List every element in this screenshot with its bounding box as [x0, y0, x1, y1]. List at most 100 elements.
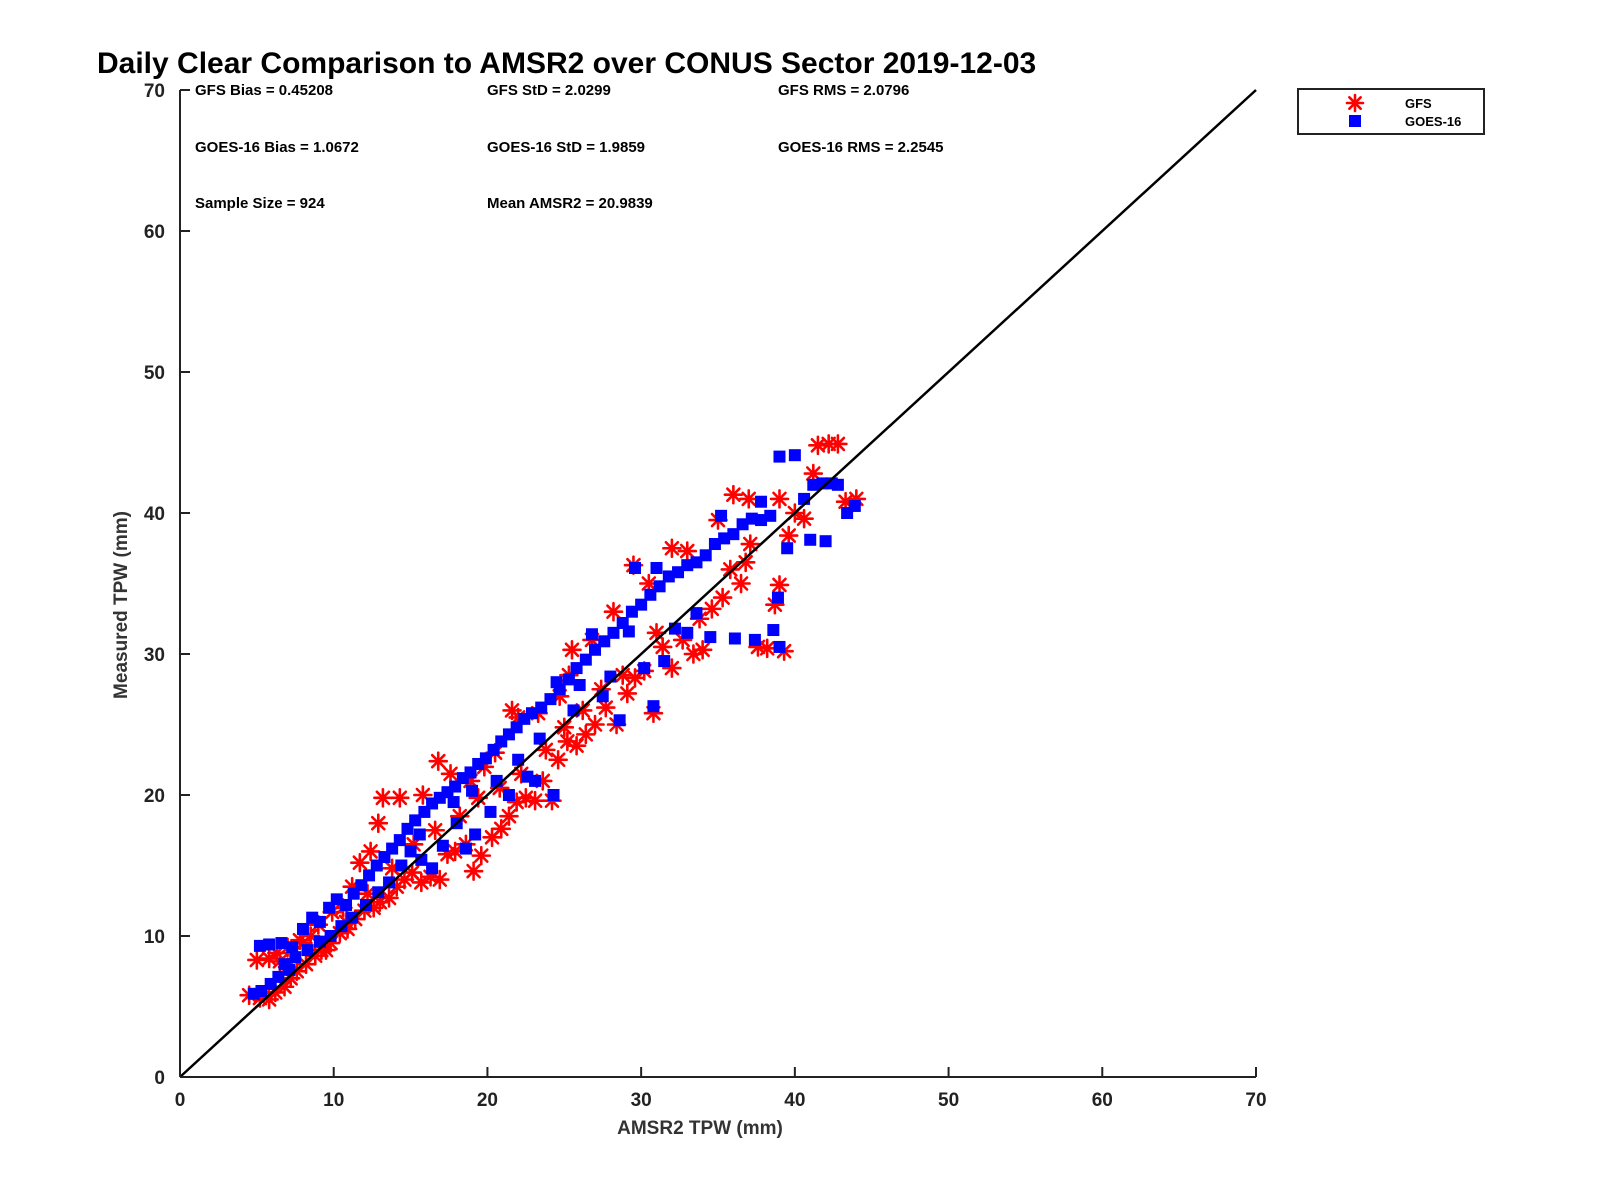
goes16-point [272, 970, 285, 983]
y-tick-label: 60 [144, 222, 165, 243]
goes16-point [395, 859, 408, 872]
goes16-point [718, 532, 731, 545]
goes16-point [771, 591, 784, 604]
goes16-point [662, 570, 675, 583]
goes16-point [767, 624, 780, 637]
x-tick-label: 20 [477, 1090, 498, 1111]
gfs-point [778, 525, 799, 546]
plot-area [179, 89, 1257, 1078]
gfs-point [360, 841, 381, 862]
goes16-point [764, 509, 777, 522]
goes16-point [533, 732, 546, 745]
goes16-point [330, 893, 343, 906]
gfs-point [440, 764, 461, 784]
goes16-point [535, 701, 548, 714]
x-ticks: 0 10 20 30 40 50 60 70 [175, 1067, 1267, 1111]
goes16-point [699, 549, 712, 562]
gfs-point [482, 827, 502, 848]
gfs-point [499, 806, 519, 826]
goes16-point [781, 542, 794, 555]
goes16-point [728, 632, 741, 645]
goes16-point [383, 876, 396, 889]
goes16-point [745, 512, 758, 525]
gfs-point [794, 508, 814, 529]
goes16-point [393, 834, 406, 847]
stat-annotation: GFS RMS = 2.0796 [778, 82, 909, 99]
goes16-point [848, 499, 861, 512]
goes16-point [807, 478, 820, 491]
gfs-point [769, 575, 790, 595]
goes16-point [585, 628, 598, 641]
goes16-point [658, 655, 671, 668]
stat-annotation: Sample Size = 924 [195, 195, 325, 212]
goes16-point [275, 937, 288, 950]
gfs-point [525, 790, 545, 811]
one-to-one-line [179, 89, 1257, 1078]
goes16-point [313, 915, 326, 928]
goes16-point [447, 796, 460, 809]
gfs-point [425, 820, 445, 841]
stat-annotation: GOES-16 StD = 1.9859 [487, 139, 645, 156]
goes16-point [372, 886, 385, 899]
gfs-point [769, 489, 790, 509]
y-tick-label: 20 [144, 786, 165, 807]
goes16-point [788, 449, 801, 462]
gfs-point [350, 852, 370, 873]
goes16-point [301, 944, 314, 957]
x-axis-label: AMSR2 TPW (mm) [617, 1118, 783, 1139]
x-tick-label: 30 [631, 1090, 652, 1111]
goes16-point [459, 842, 472, 855]
goes16-point [804, 533, 817, 546]
gfs-point [738, 489, 759, 509]
goes16-point [727, 528, 740, 541]
gfs-point [652, 637, 673, 657]
goes16-point [672, 566, 685, 579]
goes16-point [324, 930, 337, 942]
y-tick-label: 0 [154, 1068, 165, 1089]
goes16-point [404, 845, 417, 858]
goes16-point [436, 839, 449, 852]
goes16-point [690, 556, 703, 569]
goes16-point [340, 898, 353, 911]
goes16-point [589, 643, 602, 656]
gfs-point [712, 587, 733, 608]
goes16-point [355, 879, 368, 892]
gfs-point [491, 819, 512, 839]
gfs-point [463, 861, 484, 881]
legend-goes16-label: GOES-16 [1405, 114, 1461, 129]
goes16-point [748, 633, 761, 646]
goes16-point [653, 580, 666, 593]
gfs-point [471, 845, 492, 866]
goes16-point [704, 631, 717, 644]
gfs-point [723, 484, 744, 505]
x-tick-label: 40 [784, 1090, 805, 1111]
gfs-point [368, 813, 389, 834]
gfs-point [731, 573, 751, 594]
goes16-point [715, 509, 728, 522]
goes16-point [831, 478, 844, 491]
gfs-point [428, 751, 449, 771]
goes16-point [562, 673, 575, 686]
goes16-point [690, 607, 703, 620]
goes16-point [466, 784, 479, 797]
y-tick-label: 70 [144, 81, 165, 102]
x-tick-label: 50 [938, 1090, 959, 1111]
gfs-point [757, 638, 777, 659]
goes16-point [253, 939, 266, 952]
y-tick-label: 30 [144, 645, 165, 666]
gfs-point [502, 700, 522, 721]
x-tick-label: 70 [1245, 1090, 1266, 1111]
gfs-point [692, 639, 713, 660]
goes16-point [773, 450, 786, 463]
goes16-point [363, 869, 376, 882]
gfs-point [576, 724, 596, 745]
y-tick-label: 10 [144, 927, 165, 948]
goes16-point [638, 662, 651, 675]
goes16-point [484, 805, 497, 818]
gfs-point [677, 541, 698, 561]
goes16-point [296, 922, 309, 935]
goes16-point [681, 626, 694, 639]
goes16-point [681, 559, 694, 572]
legend: GFS GOES-16 [1297, 88, 1485, 135]
